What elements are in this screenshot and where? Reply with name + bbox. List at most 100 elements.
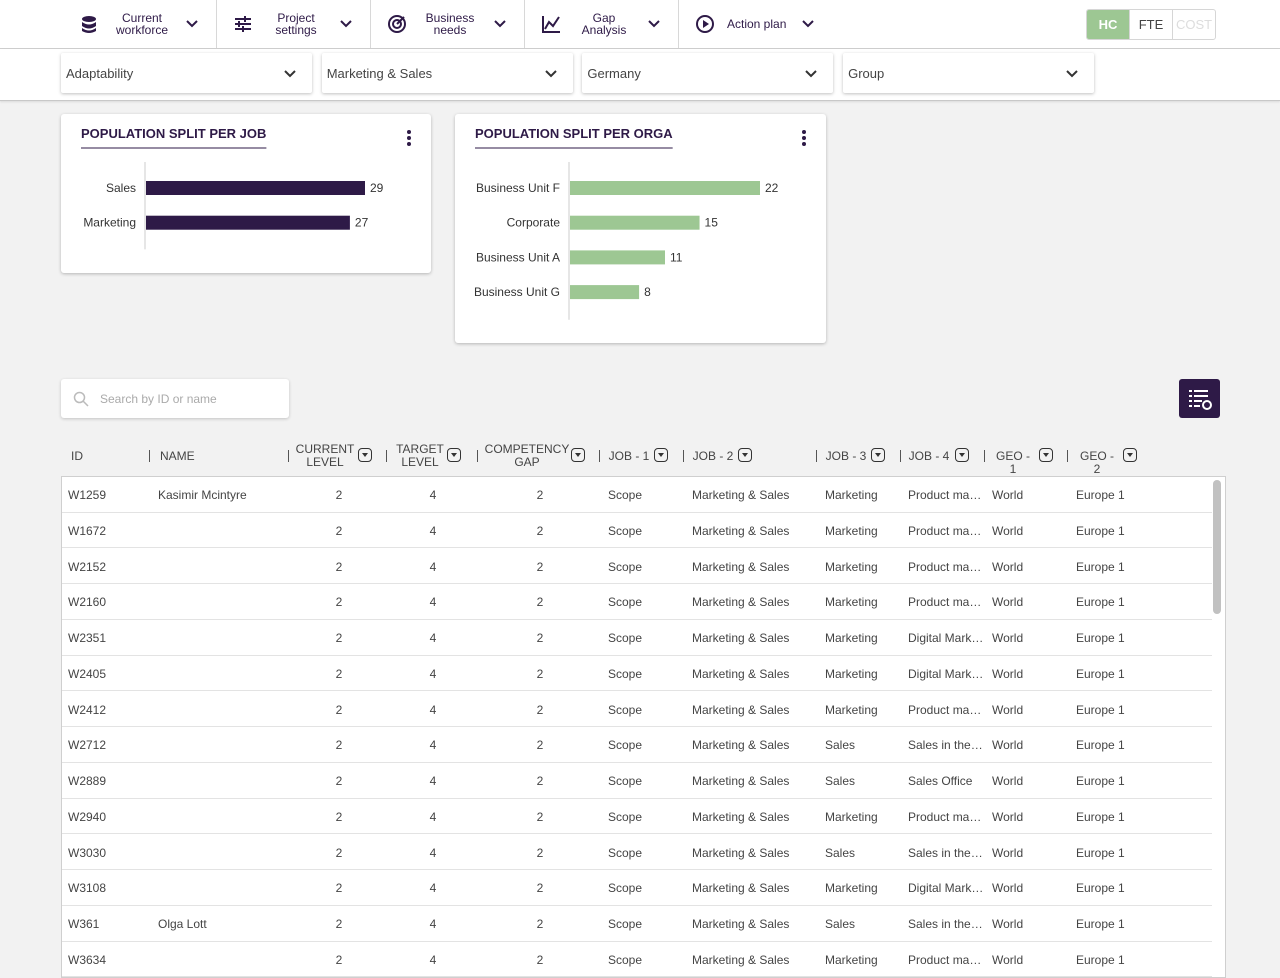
table-cell: Scope [608, 774, 643, 788]
table-row[interactable]: W2405 2 4 2 Scope Marketing & Sales Marketing D… [62, 656, 1212, 692]
menu-dot[interactable] [407, 136, 411, 140]
sort-button[interactable] [571, 448, 585, 462]
table-cell: Europe 1 [1076, 774, 1125, 788]
chevron-icon [186, 20, 198, 28]
value-label: 29 [370, 181, 384, 195]
sort-button[interactable] [358, 448, 372, 462]
table-cell: Marketing & Sales [692, 738, 790, 753]
sort-button[interactable] [738, 448, 752, 462]
table-cell: 2 [536, 631, 544, 645]
table-row[interactable]: W3030 2 4 2 Scope Marketing & Sales Sales Sales… [62, 835, 1212, 871]
column-header[interactable]: GEO - 2 [1079, 449, 1114, 476]
search-box[interactable]: Search by ID or name [61, 379, 289, 418]
sort-button[interactable] [447, 448, 461, 462]
chevron [340, 20, 352, 28]
table-row[interactable]: W2160 2 4 2 Scope Marketing & Sales Marketing P… [62, 584, 1212, 620]
table-cell: Sales [825, 917, 856, 931]
nav-item[interactable]: Action plan [679, 0, 832, 48]
column-header[interactable]: CURRENT LEVEL [295, 442, 355, 469]
table-row[interactable]: W361 Olga Lott 2 4 2 Scope Marketing & Sales Sa… [62, 906, 1212, 942]
table-cell: 2 [335, 702, 343, 717]
column-header[interactable]: NAME [160, 449, 195, 463]
table-cell: 2 [335, 666, 343, 681]
table-cell: 2 [335, 559, 343, 574]
table-cell: Marketing & Sales [692, 809, 790, 824]
unit-option[interactable]: COST [1172, 10, 1215, 39]
nav-item[interactable]: Project settings [217, 0, 370, 48]
filter-dropdown[interactable]: Adaptability [61, 53, 312, 93]
menu-dot[interactable] [802, 142, 806, 146]
filter-dropdown[interactable]: Group [843, 53, 1095, 93]
column-separator [816, 450, 817, 462]
column-header[interactable]: JOB - 1 [608, 449, 650, 463]
chevron-icon [340, 20, 352, 28]
table-cell: Marketing & Sales [692, 917, 790, 931]
table-cell: Europe 1 [1076, 881, 1125, 896]
sort-button[interactable] [871, 448, 885, 462]
table-cell: 2 [536, 774, 544, 788]
filter-dropdown[interactable]: Germany [582, 53, 834, 93]
sort-button[interactable] [654, 448, 668, 462]
chart-title: POPULATION SPLIT PER JOB [81, 126, 266, 141]
nav-item[interactable]: Gap Analysis [525, 0, 678, 48]
table-row[interactable]: W2152 2 4 2 Scope Marketing & Sales Marketing P… [62, 549, 1212, 585]
table-row[interactable]: W1672 2 4 2 Scope Marketing & Sales Marketing P… [62, 513, 1212, 549]
table-row[interactable]: W3634 2 4 2 Scope Marketing & Sales Marketing P… [62, 942, 1212, 977]
column-header[interactable]: JOB - 2 [692, 449, 734, 463]
chart: POPULATION SPLIT PER ORGA Business Unit F… [474, 126, 806, 320]
column-separator [984, 450, 985, 462]
nav-item[interactable]: Business needs [371, 0, 524, 48]
nav-label: Current workforce [115, 11, 168, 37]
table-row[interactable]: W3108 2 4 2 Scope Marketing & Sales Marketing D… [62, 870, 1212, 906]
top-nav: Current workforce Project settings Busines… [0, 0, 1280, 49]
column-separator [288, 450, 289, 462]
table-cell: Sales [825, 738, 856, 753]
table-cell: W3030 [68, 845, 107, 860]
sort-button[interactable] [955, 448, 969, 462]
table-cell: World [992, 631, 1024, 645]
table-cell: W1672 [68, 523, 107, 538]
filter-dropdown[interactable]: Marketing & Sales [321, 53, 573, 93]
table-cell: Scope [608, 488, 643, 502]
unit-option[interactable]: FTE [1129, 10, 1172, 39]
column-header[interactable]: ID [71, 449, 83, 463]
menu-dot[interactable] [802, 136, 806, 140]
menu-dot[interactable] [407, 130, 411, 134]
table-cell: 4 [429, 559, 437, 574]
table-cell: 2 [335, 917, 343, 931]
table-row[interactable]: W2351 2 4 2 Scope Marketing & Sales Marketing D… [62, 620, 1212, 656]
sort-button[interactable] [1039, 448, 1053, 462]
column-header[interactable]: JOB - 3 [825, 449, 867, 463]
table-row[interactable]: W2889 2 4 2 Scope Marketing & Sales Sales Sales… [62, 763, 1212, 799]
nav-item[interactable]: Current workforce [63, 0, 216, 48]
table-cell: World [992, 738, 1024, 753]
table-row[interactable]: W2940 2 4 2 Scope Marketing & Sales Marketing P… [62, 799, 1212, 835]
bar [570, 181, 760, 195]
table-row[interactable]: W2712 2 4 2 Scope Marketing & Sales Sales Sales… [62, 727, 1212, 763]
menu-dot[interactable] [407, 142, 411, 146]
sort-button[interactable] [1123, 448, 1137, 462]
column-header[interactable]: JOB - 4 [908, 449, 950, 463]
table-row[interactable]: W1259 Kasimir Mcintyre 2 4 2 Scope Marketing &… [62, 477, 1212, 513]
table-row[interactable]: W2412 2 4 2 Scope Marketing & Sales Marketing P… [62, 692, 1212, 728]
category-label: Business Unit G [474, 285, 560, 299]
nav-separator [524, 0, 525, 48]
nav-label: Business needs [425, 11, 475, 37]
menu-dot[interactable] [802, 130, 806, 134]
table-cell: Marketing [825, 952, 878, 967]
column-header[interactable]: TARGET LEVEL [396, 442, 444, 469]
table-cell: Marketing & Sales [692, 774, 790, 788]
table-cell: Europe 1 [1076, 559, 1125, 574]
table-cell: Scope [608, 738, 643, 753]
table-cell: Sales Office [908, 774, 973, 788]
column-header[interactable]: COMPETENCY GAP [484, 442, 570, 469]
unit-toggle: HC FTE COST [1086, 9, 1216, 40]
table-cell: Europe 1 [1076, 917, 1125, 931]
unit-option[interactable]: HC [1087, 10, 1129, 39]
chevron-icon [494, 20, 506, 28]
table-cell: Marketing [825, 881, 878, 896]
column-settings-button[interactable] [1179, 379, 1220, 418]
column-header[interactable]: GEO - 1 [995, 449, 1030, 476]
table-cell: World [992, 774, 1024, 788]
